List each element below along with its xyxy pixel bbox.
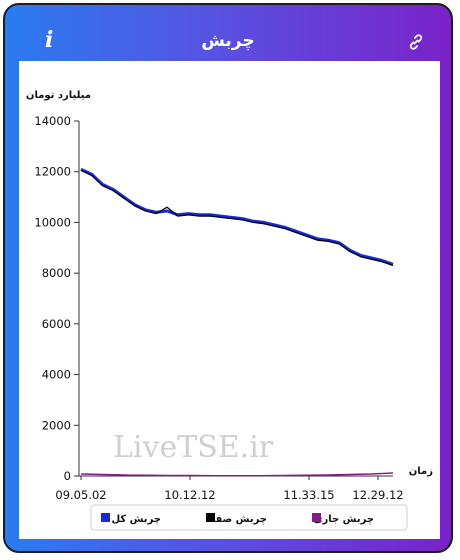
legend-swatch xyxy=(206,513,215,522)
chart-panel: میلیارد تومان زمان LiveTSE.ir 0 2000 4000 6… xyxy=(19,61,440,539)
x-tick-label: 09.05.02 xyxy=(55,488,106,502)
y-tick-label: 14000 xyxy=(34,114,71,128)
y-tick-label: 10000 xyxy=(34,215,71,229)
chart-svg: میلیارد تومان زمان LiveTSE.ir 0 2000 4000 6… xyxy=(26,90,433,531)
legend: چربش کل چربش صف چربش جاری xyxy=(90,504,408,531)
y-tick-label: 6000 xyxy=(42,317,71,331)
link-icon[interactable] xyxy=(407,33,425,51)
watermark: LiveTSE.ir xyxy=(113,430,274,465)
app-card: i چربش میلیارد تومان زمان LiveTSE.ir 0 20… xyxy=(3,3,453,553)
x-axis-label: زمان xyxy=(409,466,433,477)
legend-swatch xyxy=(101,513,110,522)
legend-label: چربش کل xyxy=(111,514,161,525)
y-tick-label: 8000 xyxy=(42,266,71,280)
legend-label: چربش صف xyxy=(211,514,267,525)
y-tick-label: 12000 xyxy=(34,165,71,179)
header-bar: i چربش xyxy=(5,5,451,61)
x-tick-label: 10.12.12 xyxy=(164,488,215,502)
y-axis-label: میلیارد تومان xyxy=(26,90,91,101)
y-tick-label: 0 xyxy=(64,469,71,483)
y-tick-label: 2000 xyxy=(42,418,71,432)
legend-label: چربش جاری xyxy=(313,514,374,525)
series-line[interactable] xyxy=(80,167,394,266)
info-icon[interactable]: i xyxy=(45,27,54,53)
legend-swatch xyxy=(312,513,321,522)
x-tick-label: 12.29.12 xyxy=(352,488,403,502)
x-tick-label: 11.33.15 xyxy=(283,488,334,502)
series-line[interactable] xyxy=(80,472,394,477)
legend-box xyxy=(90,504,408,531)
axes: 0 2000 4000 6000 8000 10000 12000 14000 09.05.02… xyxy=(34,114,403,502)
series-line[interactable] xyxy=(80,169,394,267)
series-layer xyxy=(80,167,394,477)
y-tick-label: 4000 xyxy=(42,368,71,382)
page-title: چربش xyxy=(201,31,255,51)
